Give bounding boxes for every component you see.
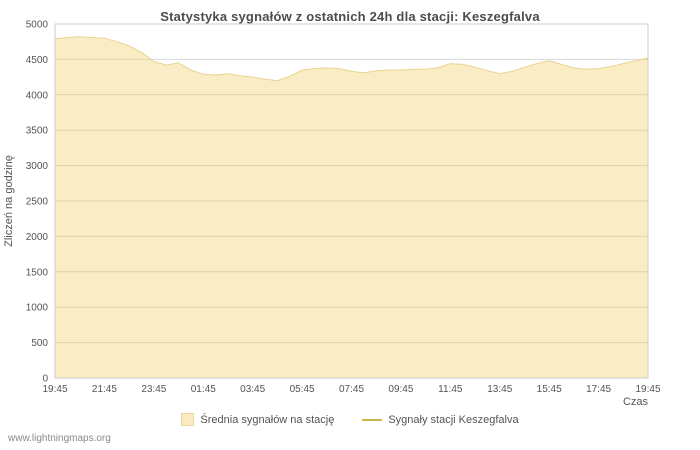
y-tick-label: 1500: [26, 267, 49, 278]
x-tick-label: 09:45: [388, 384, 413, 395]
x-tick-label: 11:45: [438, 384, 463, 395]
x-tick-label: 03:45: [240, 384, 265, 395]
legend-label-station: Sygnały stacji Keszegfalva: [388, 413, 519, 426]
x-tick-label: 23:45: [141, 384, 166, 395]
y-tick-label: 5000: [26, 20, 49, 31]
x-tick-label: 01:45: [191, 384, 216, 395]
y-axis-title: Zliczeń na godzinę: [3, 155, 15, 247]
signals-area-chart: 0 500 1000 1500 2000 2500 3000 3500 4000 4500 5000…: [3, 20, 661, 409]
x-tick-label: 21:45: [92, 384, 117, 395]
x-axis-title: Czas: [623, 396, 649, 408]
legend-swatch-average: [181, 413, 195, 426]
y-tick-label: 2500: [26, 197, 49, 208]
chart-legend: Średnia sygnałów na stację Sygnały stacj…: [0, 413, 700, 426]
x-tick-label: 17:45: [586, 384, 611, 395]
y-tick-label: 4500: [26, 55, 49, 66]
y-tick-label: 500: [31, 338, 48, 349]
y-tick-label: 0: [42, 374, 48, 385]
average-area-series: [55, 36, 648, 378]
watermark-link[interactable]: www.lightningmaps.org: [8, 433, 111, 444]
x-tick-label: 07:45: [339, 384, 364, 395]
x-tick-label: 15:45: [537, 384, 562, 395]
legend-swatch-station: [362, 418, 383, 421]
x-tick-label: 05:45: [290, 384, 315, 395]
y-tick-label: 4000: [26, 90, 49, 101]
chart-title: Statystyka sygnałów z ostatnich 24h dla …: [160, 9, 540, 24]
plot-border: [54, 23, 649, 379]
x-tick-label: 19:45: [635, 384, 660, 395]
y-tick-label: 3000: [26, 161, 49, 172]
average-area-edge: [54, 36, 649, 82]
legend-label-average: Średnia sygnałów na stację: [200, 413, 335, 426]
x-tick-label: 19:45: [42, 384, 67, 395]
y-tick-label: 3500: [26, 126, 49, 137]
y-tick-label: 1000: [26, 303, 49, 314]
y-tick-label: 2000: [26, 232, 49, 243]
x-tick-label: 13:45: [487, 384, 512, 395]
